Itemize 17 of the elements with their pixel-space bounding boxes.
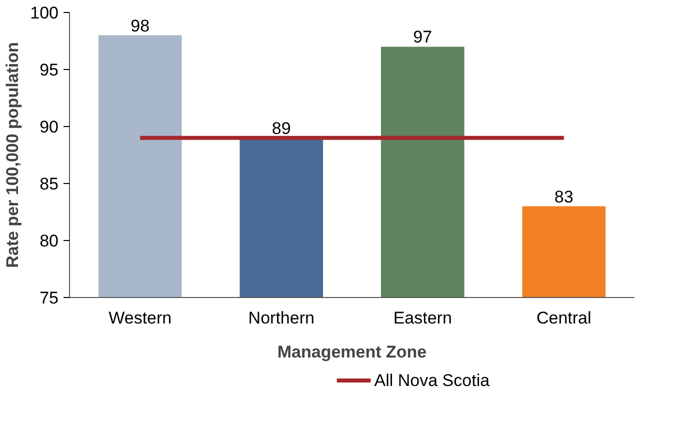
y-tick-label: 95 — [40, 60, 59, 80]
data-label: 98 — [130, 16, 150, 36]
x-tick-label: Western — [108, 308, 172, 328]
data-label: 83 — [554, 187, 574, 206]
legend-label: All Nova Scotia — [374, 371, 490, 390]
y-axis-title: Rate per 100,000 population — [3, 42, 22, 268]
data-label: 89 — [272, 118, 291, 138]
x-tick-label: Central — [536, 308, 592, 328]
x-axis-title: Management Zone — [277, 342, 427, 362]
y-tick-label: 85 — [40, 174, 59, 194]
data-label: 97 — [413, 28, 432, 47]
y-tick-label: 90 — [40, 118, 59, 136]
x-tick-label: Northern — [248, 308, 314, 328]
y-tick-label: 100 — [30, 4, 59, 22]
y-tick-label: 80 — [40, 232, 59, 250]
x-tick-label: Eastern — [393, 308, 452, 328]
y-tick-label: 75 — [40, 288, 59, 308]
